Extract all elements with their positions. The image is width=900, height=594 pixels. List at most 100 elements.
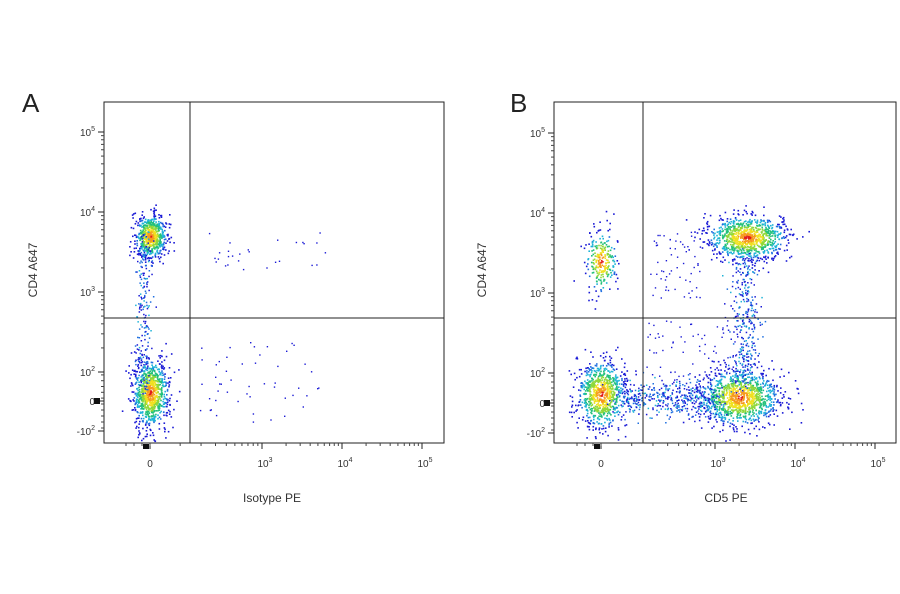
event-point [724,249,727,251]
event-point [779,233,781,236]
event-point [144,256,146,259]
event-point [599,258,601,261]
event-point [719,239,721,242]
event-point [768,236,771,239]
event-point [210,409,212,411]
event-point [142,235,144,237]
event-point [602,387,604,389]
event-point [156,250,158,253]
event-point [781,221,784,223]
event-point [705,232,707,234]
event-point [745,412,747,415]
event-point [571,416,573,418]
event-point [702,227,705,230]
event-point [802,409,804,411]
event-point [722,375,724,378]
event-point [148,275,150,278]
event-point [617,389,620,392]
event-point [752,226,755,229]
event-point [776,230,779,233]
event-point [242,268,245,271]
event-point [138,399,140,402]
event-point [613,272,616,275]
event-point [597,261,600,263]
event-point [776,252,778,254]
event-point [137,377,140,379]
event-point [139,225,141,227]
event-point [599,398,601,400]
event-point [159,234,162,236]
event-point [598,412,600,414]
event-point [146,369,149,372]
event-point [747,397,750,400]
event-point [149,382,152,384]
event-point [596,403,598,406]
event-point [586,382,589,384]
event-point [141,241,144,243]
event-point [150,330,152,332]
event-point [144,250,147,252]
event-point [166,234,169,236]
event-point [602,271,604,273]
event-point [160,405,162,407]
event-point [746,395,749,397]
event-point [757,398,760,401]
event-point [730,384,733,386]
event-point [168,226,171,229]
event-point [623,373,625,376]
event-point [624,386,627,389]
event-point [138,402,140,404]
event-point [738,240,740,243]
event-point [601,257,604,259]
event-point [593,418,595,421]
event-point [600,252,603,254]
event-point [602,390,605,392]
event-point [582,386,584,388]
event-point [758,421,760,423]
tick-label: 105 [80,126,95,139]
event-point [757,235,760,238]
event-point [130,373,132,376]
event-point [767,393,770,396]
event-point [150,208,152,211]
tick-label: 103 [257,457,272,470]
event-point [606,417,608,420]
event-point [163,368,165,370]
event-point [154,415,156,418]
event-point [573,372,576,375]
event-point [132,399,134,401]
event-point [162,223,164,226]
event-point [155,384,158,386]
event-point [610,256,613,259]
event-point [738,407,741,410]
event-point [726,387,728,390]
event-point [741,373,744,376]
event-point [781,412,784,414]
event-point [777,399,779,401]
event-point [146,392,148,395]
event-point [138,233,140,236]
event-point [743,392,746,394]
event-point [713,253,715,255]
event-point [136,387,139,390]
event-point [138,308,141,310]
event-point [129,241,132,243]
event-point [608,245,610,248]
event-point [608,422,611,425]
event-point [681,406,684,408]
event-point [797,392,800,395]
event-point [150,368,153,370]
event-point [724,211,727,214]
event-point [595,277,598,279]
event-point [585,386,587,388]
event-point [597,409,600,412]
event-point [600,289,602,291]
event-point [733,424,735,427]
event-point [158,407,161,410]
event-point [158,416,161,419]
event-point [781,397,784,399]
event-point [168,237,171,240]
event-point [702,386,704,388]
event-point [611,385,614,388]
event-point [756,259,759,262]
